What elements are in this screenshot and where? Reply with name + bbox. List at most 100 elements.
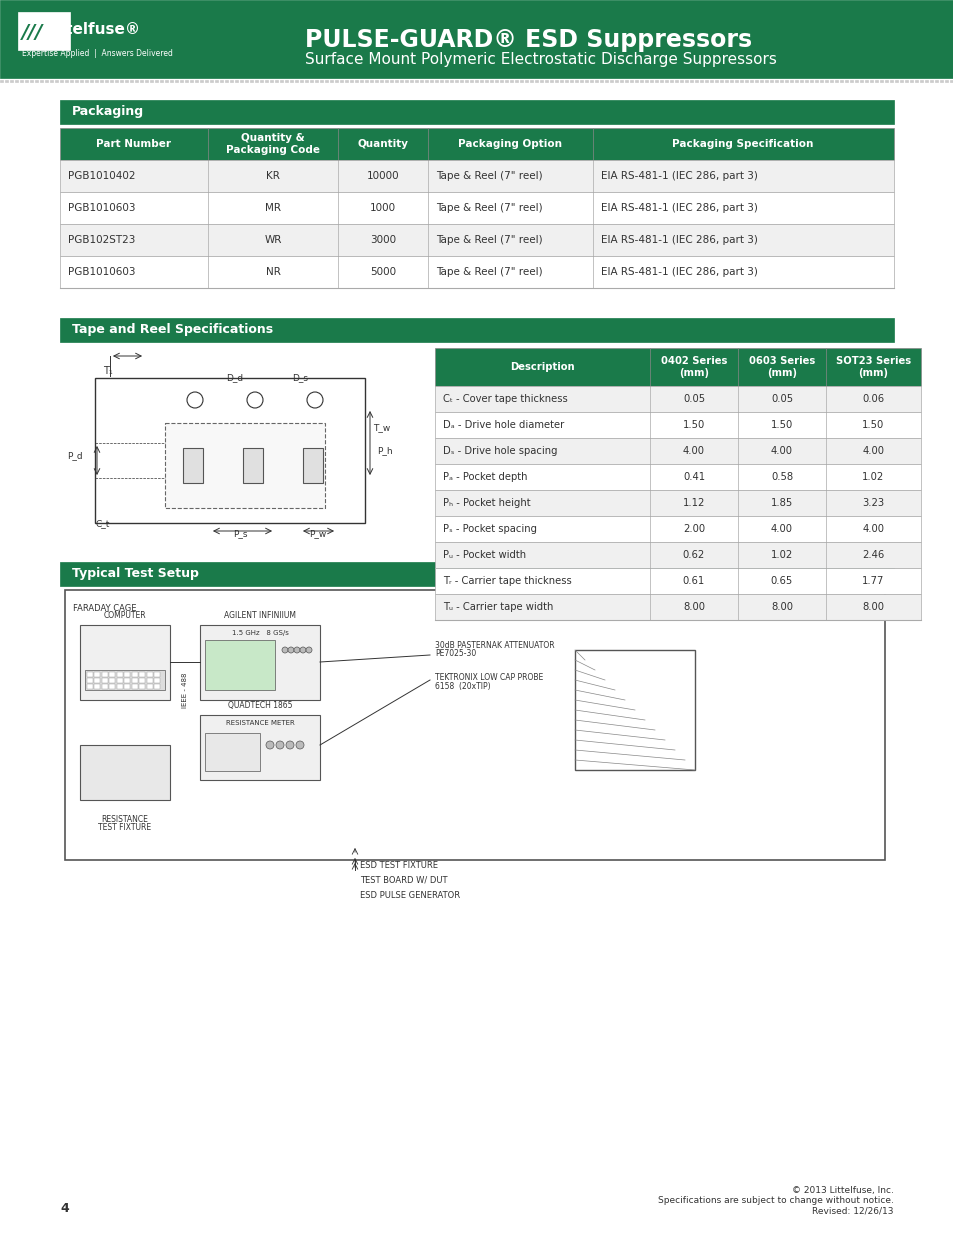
Text: 8.00: 8.00 bbox=[770, 601, 792, 613]
Bar bbox=[539, 80, 542, 82]
Text: 0.61: 0.61 bbox=[682, 576, 704, 585]
Text: Pᵤ - Pocket width: Pᵤ - Pocket width bbox=[442, 550, 525, 559]
Bar bbox=[655, 80, 658, 82]
Bar bbox=[94, 684, 100, 689]
Bar bbox=[260, 80, 263, 82]
Bar bbox=[102, 684, 108, 689]
Bar bbox=[359, 80, 363, 82]
Bar bbox=[899, 80, 902, 82]
Bar bbox=[784, 80, 787, 82]
Text: D_d: D_d bbox=[226, 373, 243, 382]
Bar bbox=[515, 80, 517, 82]
Bar bbox=[303, 448, 323, 483]
Bar bbox=[635, 80, 638, 82]
Bar bbox=[495, 80, 497, 82]
Text: ESD TEST FIXTURE: ESD TEST FIXTURE bbox=[359, 861, 437, 869]
Bar bbox=[584, 80, 587, 82]
Bar bbox=[190, 80, 193, 82]
Bar bbox=[200, 715, 319, 781]
Bar bbox=[484, 80, 488, 82]
Bar bbox=[379, 80, 382, 82]
Bar bbox=[94, 678, 100, 683]
Bar bbox=[629, 80, 633, 82]
Text: 0603 Series
(mm): 0603 Series (mm) bbox=[748, 356, 814, 378]
Bar bbox=[435, 464, 920, 490]
Bar bbox=[299, 80, 303, 82]
Bar bbox=[664, 80, 667, 82]
Text: TEKTRONIX LOW CAP PROBE: TEKTRONIX LOW CAP PROBE bbox=[435, 673, 542, 683]
Text: Packaging: Packaging bbox=[71, 105, 144, 119]
Bar bbox=[385, 80, 388, 82]
Bar bbox=[754, 80, 758, 82]
Bar bbox=[150, 80, 152, 82]
Bar bbox=[604, 80, 607, 82]
Bar bbox=[125, 684, 131, 689]
Text: 4.00: 4.00 bbox=[862, 446, 883, 456]
Bar bbox=[504, 80, 507, 82]
Bar bbox=[619, 80, 622, 82]
Bar bbox=[154, 678, 160, 683]
Text: RESISTANCE: RESISTANCE bbox=[101, 815, 149, 824]
Bar bbox=[840, 80, 842, 82]
Bar bbox=[909, 80, 912, 82]
Bar bbox=[424, 80, 428, 82]
Bar bbox=[339, 80, 343, 82]
Bar bbox=[87, 672, 92, 677]
Text: Tape and Reel Specifications: Tape and Reel Specifications bbox=[71, 324, 273, 336]
Bar bbox=[185, 80, 188, 82]
Bar bbox=[435, 387, 920, 412]
Text: Littelfuse®: Littelfuse® bbox=[44, 22, 141, 37]
Text: Cₜ - Cover tape thickness: Cₜ - Cover tape thickness bbox=[442, 394, 567, 404]
Bar bbox=[854, 80, 857, 82]
Text: 6158  (20xTIP): 6158 (20xTIP) bbox=[435, 683, 490, 692]
Bar bbox=[415, 80, 417, 82]
Text: Surface Mount Polymeric Electrostatic Discharge Suppressors: Surface Mount Polymeric Electrostatic Di… bbox=[305, 52, 776, 67]
Bar bbox=[194, 80, 198, 82]
Bar bbox=[80, 80, 83, 82]
Bar bbox=[644, 80, 647, 82]
Text: 10000: 10000 bbox=[366, 170, 399, 182]
Text: 0.05: 0.05 bbox=[770, 394, 792, 404]
Bar bbox=[370, 80, 373, 82]
Bar bbox=[60, 80, 63, 82]
Bar bbox=[294, 80, 297, 82]
Bar bbox=[325, 80, 328, 82]
Bar bbox=[589, 80, 593, 82]
Circle shape bbox=[286, 741, 294, 748]
Bar bbox=[174, 80, 178, 82]
Bar bbox=[774, 80, 778, 82]
Bar bbox=[764, 80, 767, 82]
Bar bbox=[330, 80, 333, 82]
Bar bbox=[499, 80, 502, 82]
Bar bbox=[132, 672, 138, 677]
Bar bbox=[829, 80, 832, 82]
Bar bbox=[395, 80, 397, 82]
Bar bbox=[65, 80, 68, 82]
Bar bbox=[0, 0, 953, 78]
Text: 1.02: 1.02 bbox=[770, 550, 792, 559]
Bar bbox=[444, 80, 448, 82]
Bar bbox=[939, 80, 942, 82]
Bar bbox=[345, 80, 348, 82]
Bar bbox=[475, 80, 477, 82]
Bar bbox=[140, 80, 143, 82]
Bar bbox=[154, 672, 160, 677]
Bar bbox=[744, 80, 747, 82]
Bar bbox=[684, 80, 687, 82]
Text: 0402 Series
(mm): 0402 Series (mm) bbox=[660, 356, 726, 378]
Text: Description: Description bbox=[510, 362, 575, 372]
Text: Dₐ - Drive hole diameter: Dₐ - Drive hole diameter bbox=[442, 420, 563, 430]
Text: 4.00: 4.00 bbox=[682, 446, 704, 456]
Bar bbox=[115, 80, 118, 82]
Text: 0.06: 0.06 bbox=[862, 394, 883, 404]
Circle shape bbox=[282, 647, 288, 653]
Bar bbox=[575, 650, 695, 769]
Text: FARADAY CAGE: FARADAY CAGE bbox=[73, 604, 136, 613]
Bar bbox=[70, 80, 73, 82]
Bar bbox=[410, 80, 413, 82]
Bar bbox=[490, 80, 493, 82]
Bar bbox=[60, 317, 893, 342]
Bar bbox=[450, 80, 453, 82]
Bar bbox=[90, 80, 92, 82]
Bar bbox=[305, 80, 308, 82]
